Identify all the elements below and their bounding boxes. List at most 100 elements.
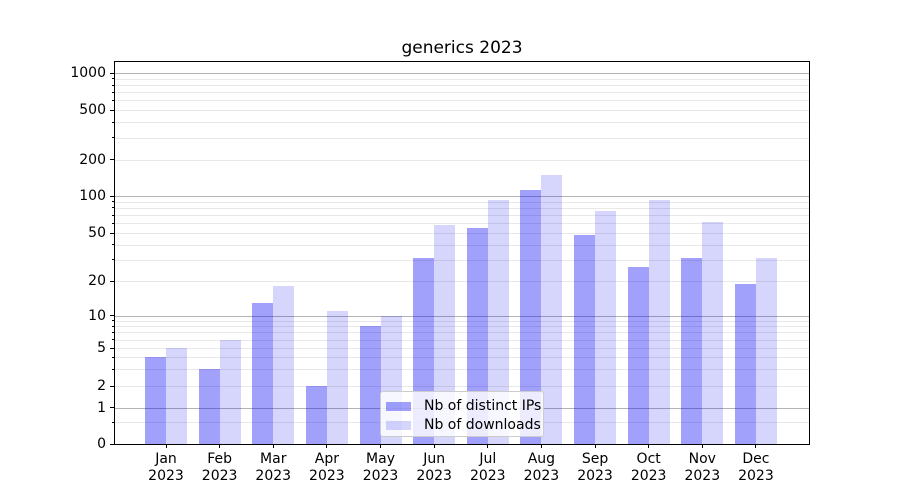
y-tick-mark xyxy=(110,347,114,349)
ips-bar xyxy=(466,227,488,444)
x-tick-mark xyxy=(219,444,221,448)
downloads-bar xyxy=(273,286,295,444)
y-minor-tick-mark xyxy=(111,320,114,322)
x-tick-mark xyxy=(755,444,757,448)
y-tick-label: 20 xyxy=(88,273,106,289)
downloads-bar xyxy=(755,258,777,444)
minor-gridline xyxy=(115,223,809,225)
x-tick-label: Aug 2023 xyxy=(523,451,560,484)
y-tick-mark xyxy=(110,159,114,160)
ips-bar xyxy=(252,302,274,444)
downloads-series-swatch xyxy=(386,420,411,430)
y-tick-label: 100 xyxy=(79,188,106,204)
minor-gridline xyxy=(115,357,809,359)
minor-gridline xyxy=(115,137,809,139)
x-tick-label: Sep 2023 xyxy=(577,451,613,484)
y-tick-mark xyxy=(110,72,114,74)
minor-gridline xyxy=(115,259,809,261)
y-minor-tick-mark xyxy=(111,78,114,80)
y-minor-tick-mark xyxy=(111,84,114,86)
downloads-bar xyxy=(434,225,456,444)
downloads-bar xyxy=(541,174,563,444)
y-tick-label: 0 xyxy=(97,436,106,452)
y-minor-tick-mark xyxy=(111,325,114,327)
ips-series-swatch xyxy=(386,401,411,411)
y-minor-tick-mark xyxy=(111,201,114,203)
chart-title: generics 2023 xyxy=(401,38,523,58)
x-tick-mark xyxy=(648,444,650,448)
minor-gridline xyxy=(115,100,809,102)
y-minor-tick-mark xyxy=(111,421,114,423)
x-tick-mark xyxy=(701,444,703,448)
labeled-minor-gridline xyxy=(115,348,809,349)
x-tick-label: Apr 2023 xyxy=(309,451,345,484)
x-tick-label: Feb 2023 xyxy=(201,451,238,484)
major-gridline xyxy=(115,73,809,75)
x-tick-label: Dec 2023 xyxy=(738,451,774,484)
downloads-bar xyxy=(326,310,348,444)
y-tick-label: 500 xyxy=(79,102,106,118)
minor-gridline xyxy=(115,201,809,203)
minor-gridline xyxy=(115,320,809,322)
y-minor-tick-mark xyxy=(111,121,114,123)
ips-bar xyxy=(305,386,327,444)
minor-gridline xyxy=(115,207,809,209)
minor-gridline xyxy=(115,78,809,80)
ips-bar xyxy=(574,235,596,444)
y-minor-tick-mark xyxy=(111,214,114,216)
y-minor-tick-mark xyxy=(111,137,114,139)
x-tick-label: Jul 2023 xyxy=(469,451,506,484)
minor-gridline xyxy=(115,339,809,341)
y-tick-label: 5 xyxy=(97,340,106,356)
x-tick-label: Oct 2023 xyxy=(630,451,667,484)
y-minor-tick-mark xyxy=(111,244,114,246)
ips-bar xyxy=(681,258,703,444)
minor-gridline xyxy=(115,85,809,87)
labeled-minor-gridline xyxy=(115,110,809,111)
y-tick-label: 10 xyxy=(88,307,106,324)
x-tick-mark xyxy=(594,444,596,448)
labeled-minor-gridline xyxy=(115,386,809,387)
y-tick-mark xyxy=(110,195,114,197)
x-tick-mark xyxy=(433,444,435,448)
minor-gridline xyxy=(115,244,809,246)
y-tick-mark xyxy=(110,232,114,234)
x-tick-label: Jun 2023 xyxy=(416,451,452,484)
ips-bar xyxy=(734,283,756,444)
ips-bar xyxy=(198,369,220,444)
y-tick-label: 200 xyxy=(79,151,106,168)
labeled-minor-gridline xyxy=(115,159,809,161)
minor-gridline xyxy=(115,215,809,217)
y-tick-label: 1000 xyxy=(70,65,106,82)
y-minor-tick-mark xyxy=(111,222,114,224)
y-minor-tick-mark xyxy=(111,339,114,340)
y-tick-mark xyxy=(110,443,114,445)
labeled-minor-gridline xyxy=(115,233,809,234)
x-tick-label: Mar 2023 xyxy=(255,451,292,484)
ips-bar xyxy=(359,326,381,444)
major-gridline xyxy=(115,315,809,317)
x-tick-mark xyxy=(165,444,167,448)
minor-gridline xyxy=(115,369,809,371)
ips-bar xyxy=(627,267,649,444)
downloads-bar xyxy=(219,339,241,444)
downloads-bar xyxy=(595,211,617,444)
x-tick-label: May 2023 xyxy=(362,451,399,484)
y-tick-mark xyxy=(110,407,114,408)
legend: Nb of distinct IPs Nb of downloads xyxy=(380,391,544,437)
y-minor-tick-mark xyxy=(111,331,114,333)
legend-item-downloads: Nb of downloads xyxy=(386,416,541,434)
downloads-bar xyxy=(702,221,724,444)
y-minor-tick-mark xyxy=(111,356,114,358)
ips-bar xyxy=(145,357,166,444)
major-gridline xyxy=(115,196,809,197)
y-minor-tick-mark xyxy=(111,207,114,209)
downloads-bar xyxy=(166,348,187,444)
minor-gridline xyxy=(115,122,809,124)
minor-gridline xyxy=(115,332,809,334)
y-tick-label: 50 xyxy=(88,225,106,241)
y-tick-label: 1 xyxy=(97,399,106,416)
x-tick-mark xyxy=(540,444,542,448)
ips-bar xyxy=(520,189,542,444)
